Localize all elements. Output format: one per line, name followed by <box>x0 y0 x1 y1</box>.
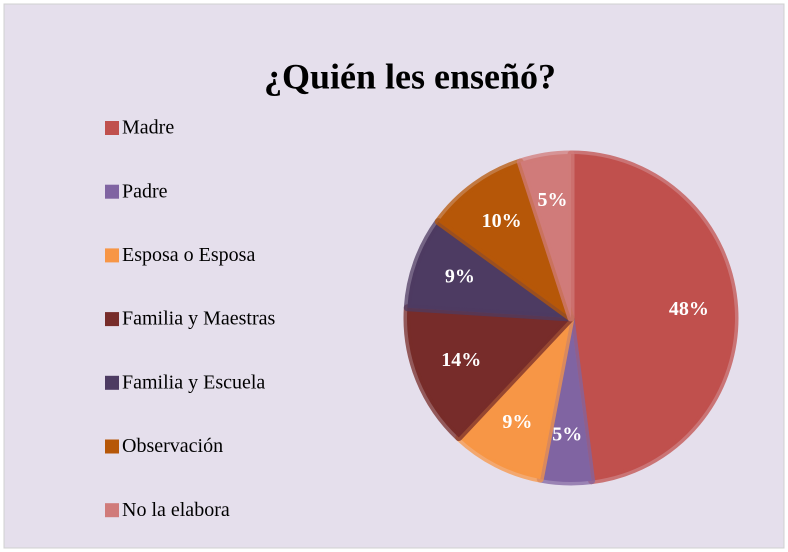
legend-label: Observación <box>122 435 223 457</box>
pie-slice <box>516 150 575 322</box>
pie <box>403 150 739 486</box>
legend-swatch <box>105 503 119 518</box>
slice-label: 5% <box>538 189 568 211</box>
chart-title: ¿Quién les enseñó? <box>264 56 556 96</box>
slice-label: 14% <box>441 349 481 371</box>
legend-swatch <box>105 184 119 199</box>
legend: Madre Padre Esposa o Esposa Familia y Maest… <box>105 117 276 521</box>
legend-swatch <box>105 375 119 390</box>
legend-swatch <box>105 312 119 327</box>
legend-swatch <box>105 121 119 135</box>
legend-label: Familia y Escuela <box>122 371 265 393</box>
legend-label: Madre <box>122 117 174 139</box>
slice-label: 10% <box>482 210 522 232</box>
legend-swatch <box>105 248 119 263</box>
slice-label: 5% <box>552 424 582 446</box>
pie-slice <box>567 150 739 485</box>
legend-label: Padre <box>122 180 168 202</box>
legend-label: Familia y Maestras <box>122 308 276 330</box>
slice-labels: 48% 5% 9% 14% 9% 10% 5% <box>441 189 709 446</box>
slice-label: 9% <box>502 411 532 433</box>
slice-label: 9% <box>445 266 475 288</box>
legend-label: Esposa o Esposa <box>122 244 255 266</box>
pie-slice <box>403 304 575 442</box>
slice-label: 48% <box>669 298 709 320</box>
legend-label: No la elabora <box>122 499 230 521</box>
pie-slice <box>434 158 575 322</box>
legend-swatch <box>105 439 119 454</box>
